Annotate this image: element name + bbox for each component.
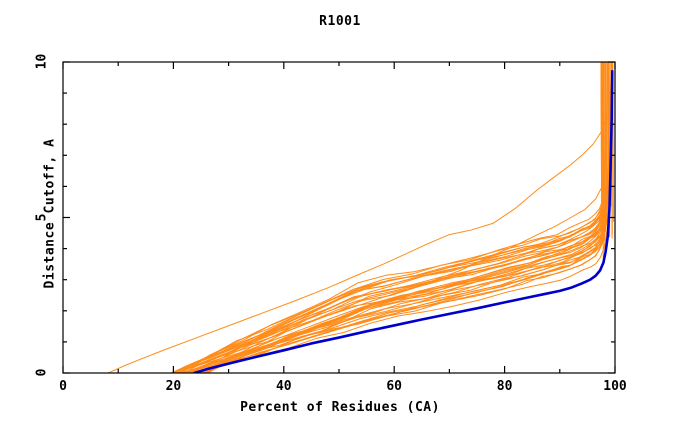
- prediction-curve: [180, 62, 613, 373]
- prediction-curve: [172, 62, 613, 373]
- prediction-curve: [183, 62, 613, 373]
- prediction-curve: [198, 62, 613, 373]
- x-tick-label: 60: [386, 379, 403, 394]
- prediction-curve: [205, 62, 613, 373]
- prediction-curve: [203, 62, 613, 373]
- axes-frame: [62, 61, 616, 374]
- axis-ticks: [62, 61, 616, 374]
- prediction-curve: [182, 62, 613, 373]
- x-tick-label: 20: [165, 379, 182, 394]
- x-tick-label: 100: [603, 379, 627, 394]
- prediction-curve-outlier: [107, 109, 612, 373]
- prediction-curve: [178, 62, 613, 373]
- prediction-curve: [194, 62, 613, 373]
- x-tick-label: 40: [275, 379, 292, 394]
- prediction-curve: [177, 62, 613, 373]
- x-axis-label: Percent of Residues (CA): [240, 400, 440, 415]
- y-tick-label: 10: [34, 53, 50, 70]
- reference-curve: [193, 70, 614, 373]
- prediction-curve: [174, 62, 613, 373]
- prediction-curve: [190, 62, 613, 373]
- prediction-curve: [185, 62, 613, 373]
- prediction-curve: [178, 62, 613, 373]
- series-group: [107, 62, 614, 373]
- y-tick-label: 0: [34, 368, 50, 377]
- prediction-curve: [197, 62, 613, 373]
- prediction-curve: [202, 62, 613, 373]
- prediction-curve: [201, 62, 613, 373]
- prediction-curve: [187, 62, 613, 373]
- chart-title: R1001: [319, 14, 361, 29]
- prediction-curve: [174, 62, 613, 373]
- prediction-curve: [205, 62, 613, 373]
- prediction-curve-outlier: [170, 168, 610, 373]
- y-tick-label: 5: [34, 213, 50, 221]
- x-tick-label: 0: [59, 379, 67, 394]
- x-tick-label: 80: [496, 379, 513, 394]
- prediction-curve: [186, 62, 613, 373]
- prediction-curve: [202, 62, 613, 373]
